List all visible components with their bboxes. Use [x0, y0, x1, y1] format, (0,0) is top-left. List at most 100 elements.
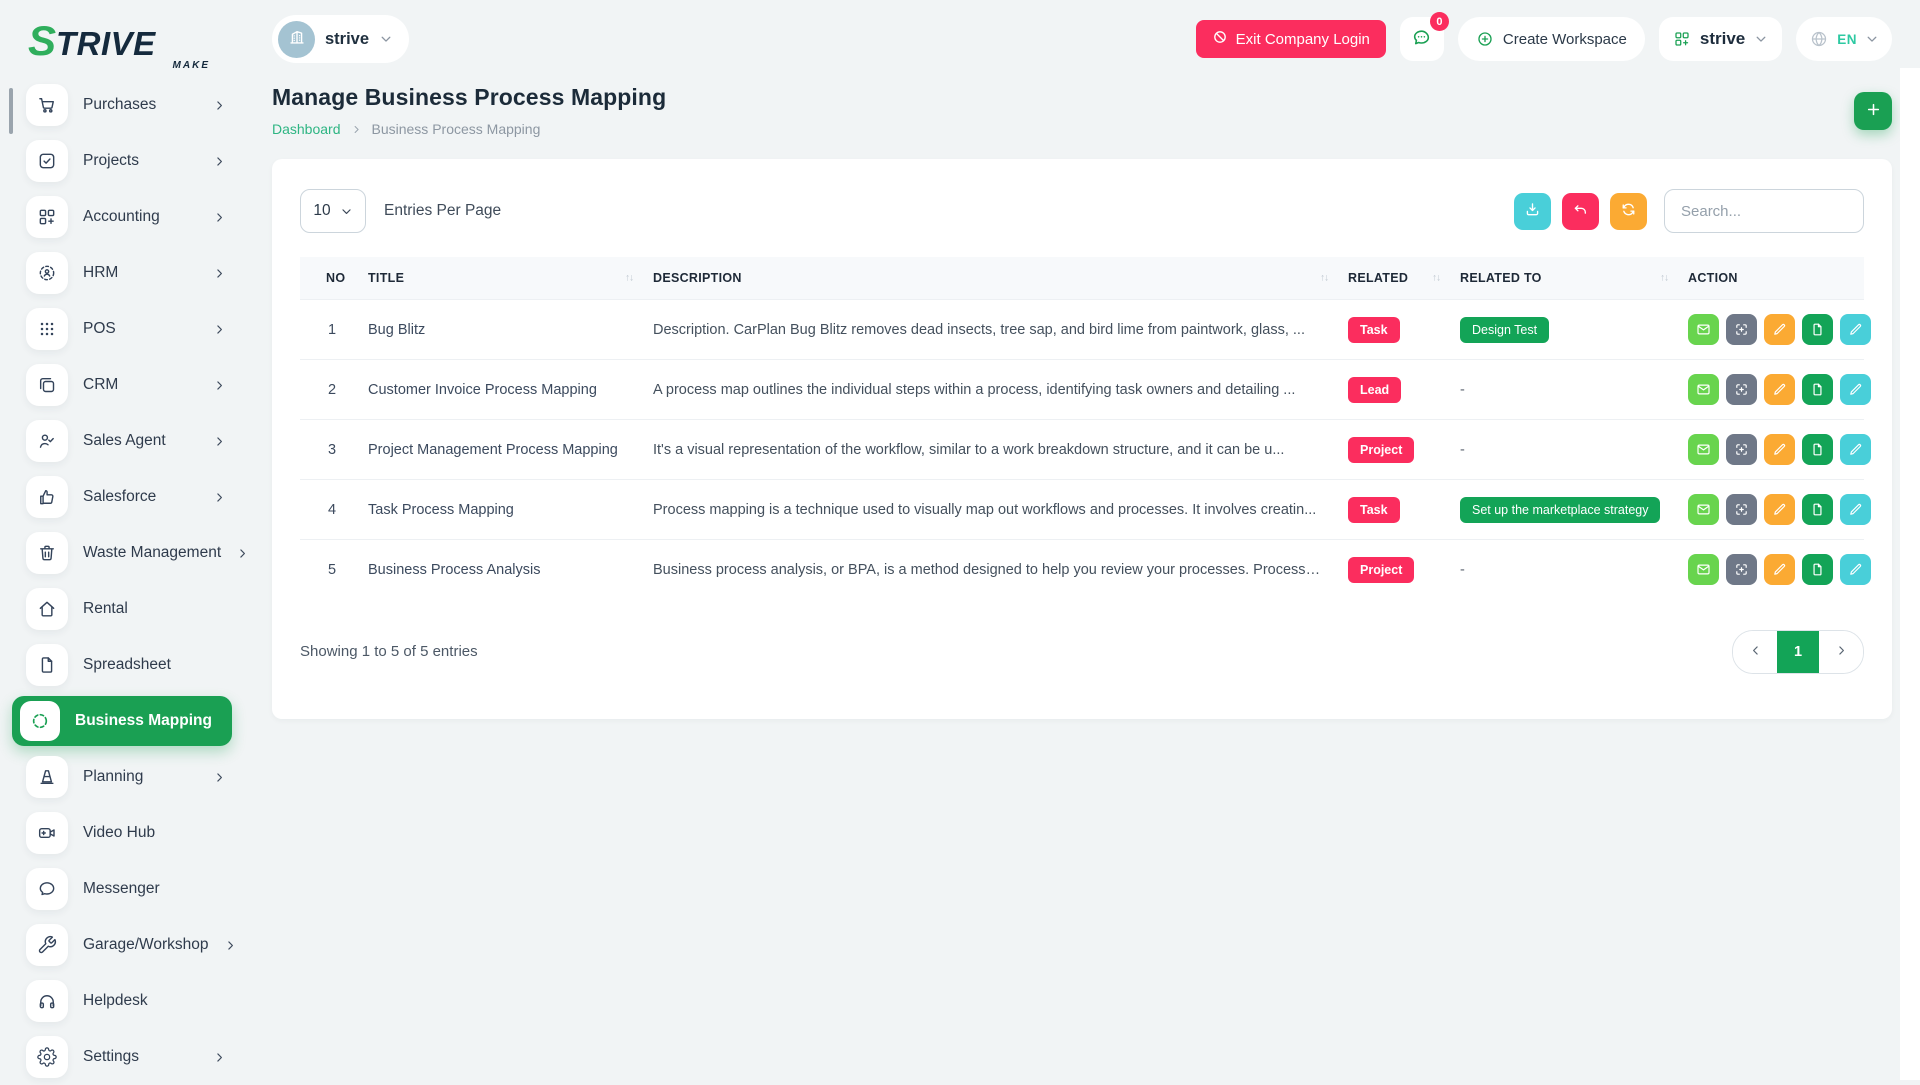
language-selector[interactable]: EN — [1796, 17, 1892, 61]
edit-action-button[interactable] — [1764, 374, 1795, 405]
add-new-button[interactable] — [1854, 91, 1892, 130]
mail-action-button[interactable] — [1688, 494, 1719, 525]
chevron-right-icon — [224, 939, 237, 952]
entries-per-page-select[interactable]: 10 — [300, 189, 366, 233]
sidebar-item-helpdesk[interactable]: Helpdesk — [0, 973, 244, 1029]
previous-page-button[interactable] — [1733, 630, 1777, 673]
sidebar-item-salesforce[interactable]: Salesforce — [0, 469, 244, 525]
column-header-title[interactable]: TITLE ↑↓ — [368, 271, 634, 285]
current-page-button[interactable]: 1 — [1777, 630, 1819, 673]
related-to-empty: - — [1460, 441, 1465, 458]
sidebar-item-crm[interactable]: CRM — [0, 357, 244, 413]
sidebar-item-label: Salesforce — [83, 488, 157, 505]
table-controls: 10 Entries Per Page — [300, 189, 1864, 233]
related-badge: Task — [1348, 496, 1400, 523]
pen-action-button[interactable] — [1840, 554, 1871, 586]
next-page-button[interactable] — [1819, 630, 1863, 673]
file-action-button[interactable] — [1802, 374, 1833, 405]
column-header-description[interactable]: DESCRIPTION ↑↓ — [653, 271, 1329, 285]
company-selector[interactable]: strive — [1658, 17, 1783, 61]
page-content: Manage Business Process Mapping Dashboar… — [244, 70, 1920, 1080]
sidebar-item-waste-management[interactable]: Waste Management — [0, 525, 246, 581]
mail-action-button[interactable] — [1688, 314, 1719, 345]
mail-action-button[interactable] — [1688, 554, 1719, 586]
chevron-right-icon — [213, 771, 226, 784]
sidebar-item-purchases[interactable]: Purchases — [0, 77, 244, 133]
scan-action-button[interactable] — [1726, 434, 1757, 465]
page-header: Manage Business Process Mapping Dashboar… — [272, 84, 1892, 137]
sidebar-item-sales-agent[interactable]: Sales Agent — [0, 413, 244, 469]
file-action-button[interactable] — [1802, 314, 1833, 345]
column-header-related-to[interactable]: RELATED TO ↑↓ — [1460, 271, 1669, 285]
mail-action-button[interactable] — [1688, 374, 1719, 405]
breadcrumb-dashboard-link[interactable]: Dashboard — [272, 121, 341, 137]
sidebar-item-business-mapping[interactable]: Business Mapping — [12, 696, 232, 746]
scan-action-button[interactable] — [1726, 494, 1757, 525]
sidebar-item-label: Planning — [83, 768, 144, 785]
exit-company-login-button[interactable]: Exit Company Login — [1195, 20, 1386, 58]
sort-icon[interactable]: ↑↓ — [625, 272, 634, 284]
sidebar-item-planning[interactable]: Planning — [0, 749, 244, 805]
sort-icon[interactable]: ↑↓ — [1320, 272, 1329, 284]
workspace-avatar — [278, 20, 315, 58]
mail-action-button[interactable] — [1688, 434, 1719, 465]
sidebar-item-video-hub[interactable]: Video Hub — [0, 805, 244, 861]
cart-icon — [26, 84, 68, 126]
chevron-down-icon — [1754, 32, 1768, 46]
sidebar-item-accounting[interactable]: Accounting — [0, 189, 244, 245]
sidebar-item-label: Settings — [83, 1048, 140, 1065]
related-to-empty: - — [1460, 561, 1465, 578]
scan-action-button[interactable] — [1726, 554, 1757, 586]
cell-no: 1 — [300, 299, 358, 360]
exit-company-login-label: Exit Company Login — [1235, 30, 1370, 48]
sidebar-item-garage-workshop[interactable]: Garage/Workshop — [0, 917, 244, 973]
pen-action-button[interactable] — [1840, 374, 1871, 405]
sidebar-item-messenger[interactable]: Messenger — [0, 861, 244, 917]
cell-no: 3 — [300, 419, 358, 480]
grid-plus-icon — [1673, 30, 1691, 48]
sort-icon[interactable]: ↑↓ — [1432, 272, 1441, 284]
table-header-row: NO TITLE ↑↓ DESCRIPTION ↑↓ RELATED ↑↓ RELATED T… — [300, 257, 1864, 300]
pen-action-button[interactable] — [1840, 314, 1871, 345]
sidebar-scrollbar-thumb[interactable] — [9, 88, 13, 134]
scan-action-button[interactable] — [1726, 314, 1757, 345]
sidebar-item-spreadsheet[interactable]: Spreadsheet — [0, 637, 244, 693]
file-action-button[interactable] — [1802, 494, 1833, 525]
pen-action-button[interactable] — [1840, 494, 1871, 525]
sidebar-item-label: Video Hub — [83, 824, 156, 841]
related-to-badge: Design Test — [1460, 316, 1550, 343]
breadcrumb: Dashboard Business Process Mapping — [272, 121, 666, 137]
sidebar-item-settings[interactable]: Settings — [0, 1029, 244, 1085]
row-actions — [1688, 434, 1871, 465]
edit-action-button[interactable] — [1764, 494, 1795, 525]
workspace-selector[interactable]: strive — [272, 15, 410, 63]
scan-action-button[interactable] — [1726, 374, 1757, 405]
refresh-button[interactable] — [1610, 192, 1647, 230]
chevron-right-icon — [1835, 644, 1848, 660]
pen-action-button[interactable] — [1840, 434, 1871, 465]
sidebar-item-rental[interactable]: Rental — [0, 581, 244, 637]
export-button[interactable] — [1514, 192, 1551, 230]
cell-description: It's a visual representation of the work… — [653, 441, 1285, 458]
sort-icon[interactable]: ↑↓ — [1660, 272, 1669, 284]
edit-action-button[interactable] — [1764, 554, 1795, 586]
search-input[interactable] — [1664, 189, 1864, 233]
sidebar-item-projects[interactable]: Projects — [0, 133, 244, 189]
mail-icon — [1696, 382, 1711, 397]
sidebar-item-label: HRM — [83, 264, 119, 281]
chat-bubble-icon — [26, 868, 68, 910]
create-workspace-button[interactable]: Create Workspace — [1457, 17, 1645, 61]
sidebar-item-hrm[interactable]: HRM — [0, 245, 244, 301]
chat-button[interactable]: 0 — [1399, 12, 1449, 61]
file-action-button[interactable] — [1802, 434, 1833, 465]
column-header-action: ACTION — [1688, 271, 1738, 285]
sidebar-item-label: Business Mapping — [75, 712, 212, 729]
edit-action-button[interactable] — [1764, 434, 1795, 465]
file-action-button[interactable] — [1802, 554, 1833, 586]
column-header-related[interactable]: RELATED ↑↓ — [1348, 271, 1441, 285]
sidebar-item-pos[interactable]: POS — [0, 301, 244, 357]
edit-action-button[interactable] — [1764, 314, 1795, 345]
table-row: 5 Business Process Analysis Business proce… — [300, 539, 1871, 600]
cell-related: Project — [1338, 419, 1450, 480]
undo-button[interactable] — [1562, 192, 1599, 230]
